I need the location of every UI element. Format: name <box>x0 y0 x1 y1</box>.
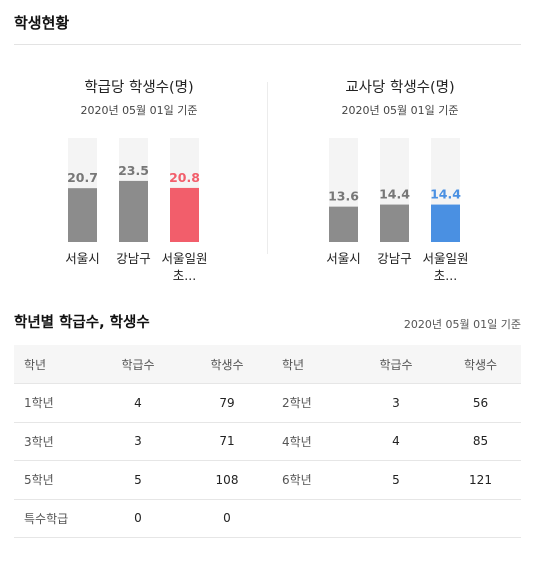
table-cell: 3 <box>352 383 440 423</box>
table-row: 1학년 4 79 2학년 3 56 <box>14 383 521 423</box>
chart-subtitle: 2020년 05월 01일 기준 <box>80 104 198 117</box>
table-row: 3학년 3 71 4학년 4 85 <box>14 422 521 461</box>
category-label: 서울일원 초... <box>422 251 468 283</box>
table-cell: 4 <box>352 422 440 461</box>
table-cell: 3 <box>94 422 182 461</box>
bar <box>68 188 97 242</box>
table-cell: 4 <box>94 383 182 423</box>
grade-section-date: 2020년 05월 01일 기준 <box>403 318 521 331</box>
category-label: 서울일원 초... <box>161 251 207 283</box>
table-header-row: 학년 학급수 학생수 학년 학급수 학생수 <box>14 345 521 384</box>
category-label: 강남구 <box>116 251 151 266</box>
category-label: 서울시 <box>65 251 100 266</box>
top-divider <box>14 44 521 45</box>
table-cell: 121 <box>440 460 521 500</box>
table-cell: 특수학급 <box>14 499 94 538</box>
table-cell: 6학년 <box>272 460 352 500</box>
grade-table: 학년 학급수 학생수 학년 학급수 학생수 1학년 4 79 2학년 3 56 3학년 3 71 4학년 4 85… <box>14 345 521 538</box>
table-header-cell: 학년 <box>14 345 94 384</box>
table-cell: 3학년 <box>14 422 94 461</box>
section-title: 학생현황 <box>14 14 70 32</box>
bar-value-label: 14.4 <box>430 187 461 202</box>
table-row: 특수학급 0 0 <box>14 499 521 538</box>
table-cell <box>440 499 521 538</box>
table-cell: 4학년 <box>272 422 352 461</box>
category-label: 서울시 <box>326 251 361 266</box>
bar <box>119 180 148 242</box>
table-cell: 79 <box>182 383 272 423</box>
bar <box>380 204 409 242</box>
category-label: 강남구 <box>377 251 412 266</box>
bar-value-label: 13.6 <box>328 189 359 204</box>
bar <box>329 206 358 242</box>
bar <box>170 187 199 242</box>
table-cell: 5학년 <box>14 460 94 500</box>
table-header-cell: 학생수 <box>182 345 272 384</box>
bar-value-label: 23.5 <box>118 163 149 178</box>
bar-value-label: 20.8 <box>169 170 200 185</box>
chart-class-size-svg: 20.7 서울시 23.5 강남구 20.8 서울일원 초... <box>65 138 208 283</box>
table-header-cell: 학급수 <box>94 345 182 384</box>
chart-class-size: 20.7 서울시 23.5 강남구 20.8 서울일원 초... 학급당 학생수(명) 20… <box>14 76 264 286</box>
chart-title: 교사당 학생수(명) <box>345 80 455 96</box>
table-cell <box>272 499 352 538</box>
table-header-cell: 학생수 <box>440 345 521 384</box>
table-cell: 1학년 <box>14 383 94 423</box>
table-cell: 85 <box>440 422 521 461</box>
table-cell <box>352 499 440 538</box>
table-header-cell: 학년 <box>272 345 352 384</box>
table-cell: 0 <box>182 499 272 538</box>
bar-value-label: 20.7 <box>67 170 98 185</box>
table-cell: 108 <box>182 460 272 500</box>
table-cell: 71 <box>182 422 272 461</box>
table-cell: 0 <box>94 499 182 538</box>
table-cell: 56 <box>440 383 521 423</box>
chart-divider <box>267 82 268 254</box>
chart-subtitle: 2020년 05월 01일 기준 <box>341 104 459 117</box>
bar <box>431 204 460 242</box>
table-row: 5학년 5 108 6학년 5 121 <box>14 460 521 500</box>
chart-teacher-ratio-svg: 13.6 서울시 14.4 강남구 14.4 서울일원 초... <box>326 138 469 283</box>
grade-section-title: 학년별 학급수, 학생수 <box>14 315 150 331</box>
table-cell: 5 <box>352 460 440 500</box>
table-cell: 2학년 <box>272 383 352 423</box>
table-header-cell: 학급수 <box>352 345 440 384</box>
chart-teacher-ratio: 13.6 서울시 14.4 강남구 14.4 서울일원 초... 교사당 학생수(명) 20… <box>275 76 525 286</box>
chart-title: 학급당 학생수(명) <box>84 80 194 96</box>
table-cell: 5 <box>94 460 182 500</box>
bar-value-label: 14.4 <box>379 187 410 202</box>
